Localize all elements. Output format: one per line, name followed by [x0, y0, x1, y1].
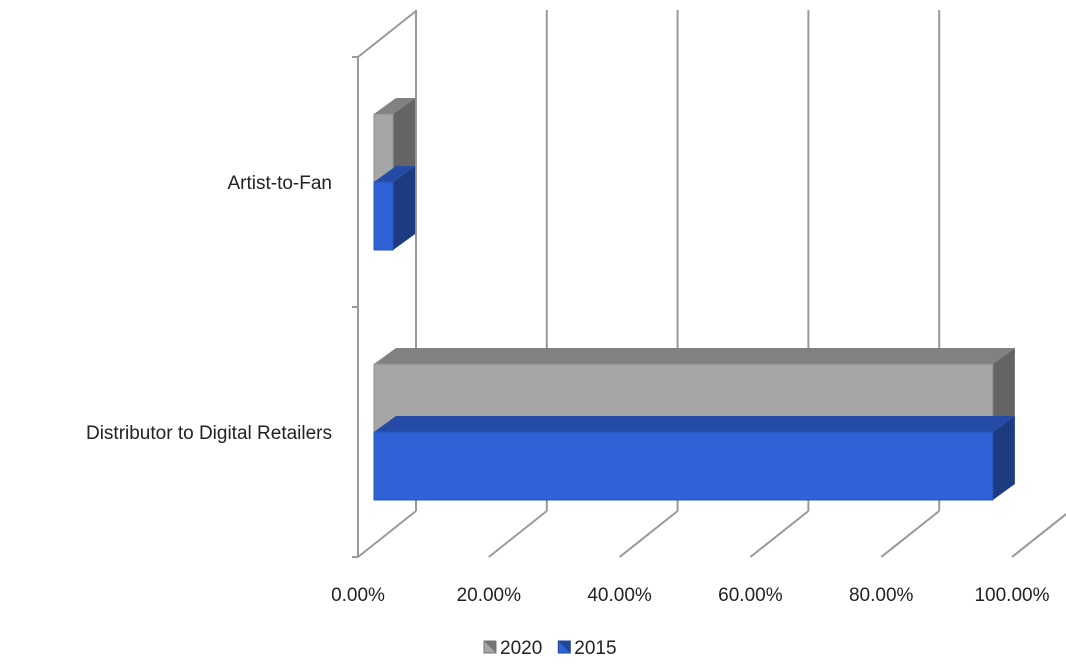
bar-2015-distributor-to-digital-retailers [373, 431, 994, 501]
legend-swatch-shade [558, 641, 571, 653]
category-label: Distributor to Digital Retailers [86, 423, 332, 444]
floor-gridline [488, 510, 548, 558]
x-tick-label: 40.00% [587, 585, 652, 606]
x-tick-label: 20.00% [457, 585, 522, 606]
legend-swatch-shade [484, 641, 496, 653]
x-tick-label: 0.00% [331, 585, 385, 606]
bar-2015-artist-to-fan-side [393, 166, 416, 250]
x-tick-label: 100.00% [974, 585, 1049, 606]
floor-gridline [357, 510, 417, 558]
bar-2015-artist-to-fan-top [374, 166, 416, 182]
legend-label: 2020 [500, 638, 542, 659]
x-tick-label: 60.00% [718, 585, 783, 606]
legend-label: 2015 [574, 638, 616, 659]
bar-2015-distributor-to-digital-retailers-top [374, 416, 1015, 432]
category-label: Artist-to-Fan [227, 173, 332, 194]
side-wall-edge [357, 10, 417, 58]
floor-gridline [749, 510, 810, 558]
floor-gridline [618, 510, 679, 558]
bar-2020-artist-to-fan-side [393, 98, 416, 182]
bar-2020-distributor-to-digital-retailers-top [374, 348, 1015, 364]
bar-2020-artist-to-fan-top [374, 98, 416, 114]
bar-2015-distributor-to-digital-retailers-side [992, 416, 1015, 500]
bar-2020-distributor-to-digital-retailers-side [992, 348, 1015, 432]
bar-2015-artist-to-fan [373, 181, 394, 251]
floor-gridline [1011, 512, 1066, 558]
floor-gridline [880, 510, 940, 558]
x-tick-label: 80.00% [849, 585, 914, 606]
